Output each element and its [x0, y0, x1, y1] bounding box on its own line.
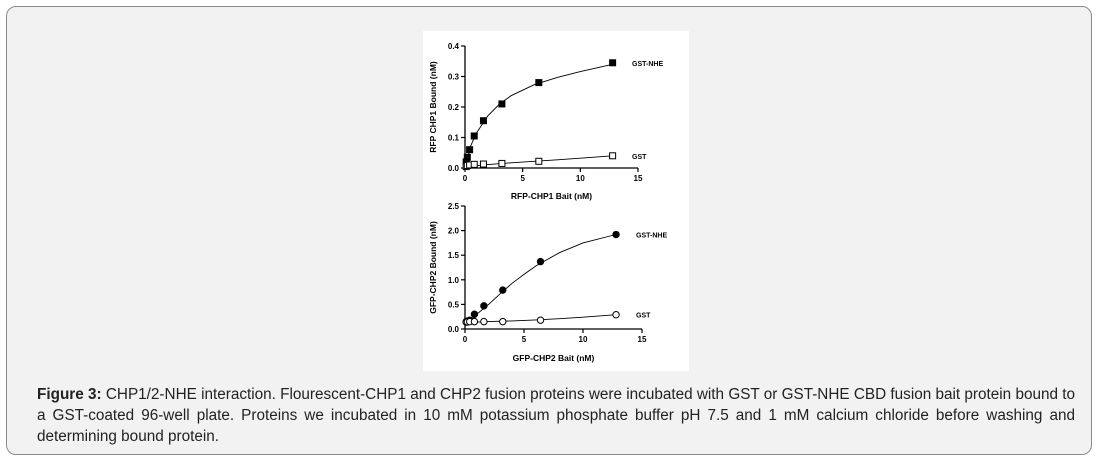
chart2-series-gst-fit-line: [464, 314, 617, 324]
chart1-series-gst-nhe-point: [466, 146, 474, 154]
chart1-y-axis-title: RFP CHP1 Bound (nM): [428, 61, 438, 153]
chart1-x-tick-label: 15: [634, 174, 643, 183]
caption-text: CHP1/2-NHE interaction. Flourescent-CHP1…: [37, 386, 1075, 445]
chart2-x-axis-title: GFP-CHP2 Bait (nM): [513, 353, 595, 363]
chart2-series-gst-nhe-point: [536, 257, 545, 266]
chart1-series-gst-fit-line: [464, 155, 613, 168]
chart2-series-gst-nhe-label: GST-NHE: [636, 233, 667, 240]
chart2-y-tick-label: 2.5: [448, 202, 460, 211]
chart1-series-gst-nhe-point: [479, 117, 487, 125]
chart2-x-tick-label: 0: [463, 335, 468, 344]
chart1-series-gst-point: [470, 160, 478, 168]
chart2-y-tick-label: 2.0: [448, 227, 460, 236]
chart2-series-gst-label: GST: [636, 313, 651, 320]
chart2-series-gst-nhe-point: [470, 310, 479, 318]
chart1-y-tick-label: 0.0: [448, 164, 460, 173]
chart1-y-tick-label: 0.2: [448, 103, 460, 112]
chart2-y-tick-label: 0.5: [448, 300, 460, 309]
chart1-series-gst-point: [609, 152, 617, 160]
chart2-series-gst-nhe-point: [499, 286, 507, 294]
chart1-y-tick-label: 0.1: [448, 134, 460, 143]
chart2-y-tick-label: 1.0: [448, 276, 460, 285]
chart2-series-gst-point: [499, 317, 507, 326]
chart1-series-gst-nhe-point: [463, 153, 471, 161]
chart1-y-tick-label: 0.4: [448, 42, 460, 51]
chart1-series-gst-point: [535, 157, 543, 165]
chart2-series-gst-point: [536, 316, 545, 324]
chart1-x-tick-label: 10: [576, 174, 585, 183]
chart2-x-tick-label: 10: [579, 335, 588, 344]
chart1-x-axis-title: RFP-CHP1 Bait (nM): [511, 191, 592, 201]
figure-caption: Figure 3: CHP1/2-NHE interaction. Floure…: [37, 384, 1075, 447]
chart1-series-gst-point: [498, 159, 506, 167]
chart2-series-gst-point: [612, 311, 620, 319]
chart1-series-gst-label: GST: [632, 154, 647, 161]
chart2-series-gst-nhe-point: [612, 230, 620, 239]
figure-plots-svg: 0.0 0.1 0.2 0.3 0.4 0 5 10 15 RFP-CHP1 Bait (nM) R…: [428, 42, 667, 363]
chart2-series-gst-point: [480, 317, 488, 326]
chart1-series-gst-nhe-label: GST-NHE: [632, 61, 663, 68]
chart1-series-gst-nhe-point: [470, 132, 478, 140]
figure-frame: 0.0 0.1 0.2 0.3 0.4 0 5 10 15 RFP-CHP1 Bait (nM) R…: [6, 6, 1092, 455]
chart2-y-tick-label: 1.5: [448, 251, 460, 260]
figure-panel: 0.0 0.1 0.2 0.3 0.4 0 5 10 15 RFP-CHP1 Bait (nM) R…: [423, 31, 689, 371]
chart2-series-gst-nhe-point: [480, 302, 488, 310]
chart1-x-tick-label: 0: [463, 174, 468, 183]
chart1-x-tick-label: 5: [520, 174, 525, 183]
chart2-y-axis-title: GFP-CHP2 Bound (nM): [428, 221, 438, 314]
chart2-series-gst-nhe-fit-line: [464, 234, 617, 324]
caption-lead: Figure 3:: [37, 386, 102, 403]
chart1-series-gst-point: [479, 160, 487, 168]
chart2-x-tick-label: 5: [522, 335, 527, 344]
chart1-series-gst-nhe-point: [609, 59, 617, 67]
chart2-series-gst-point: [470, 317, 479, 326]
chart2-y-tick-label: 0.0: [448, 325, 460, 334]
chart1-series-gst-nhe-point: [535, 79, 543, 87]
chart1-y-tick-label: 0.3: [448, 73, 460, 82]
chart2-x-tick-label: 15: [638, 335, 647, 344]
chart1-series-gst-nhe-point: [498, 100, 506, 108]
